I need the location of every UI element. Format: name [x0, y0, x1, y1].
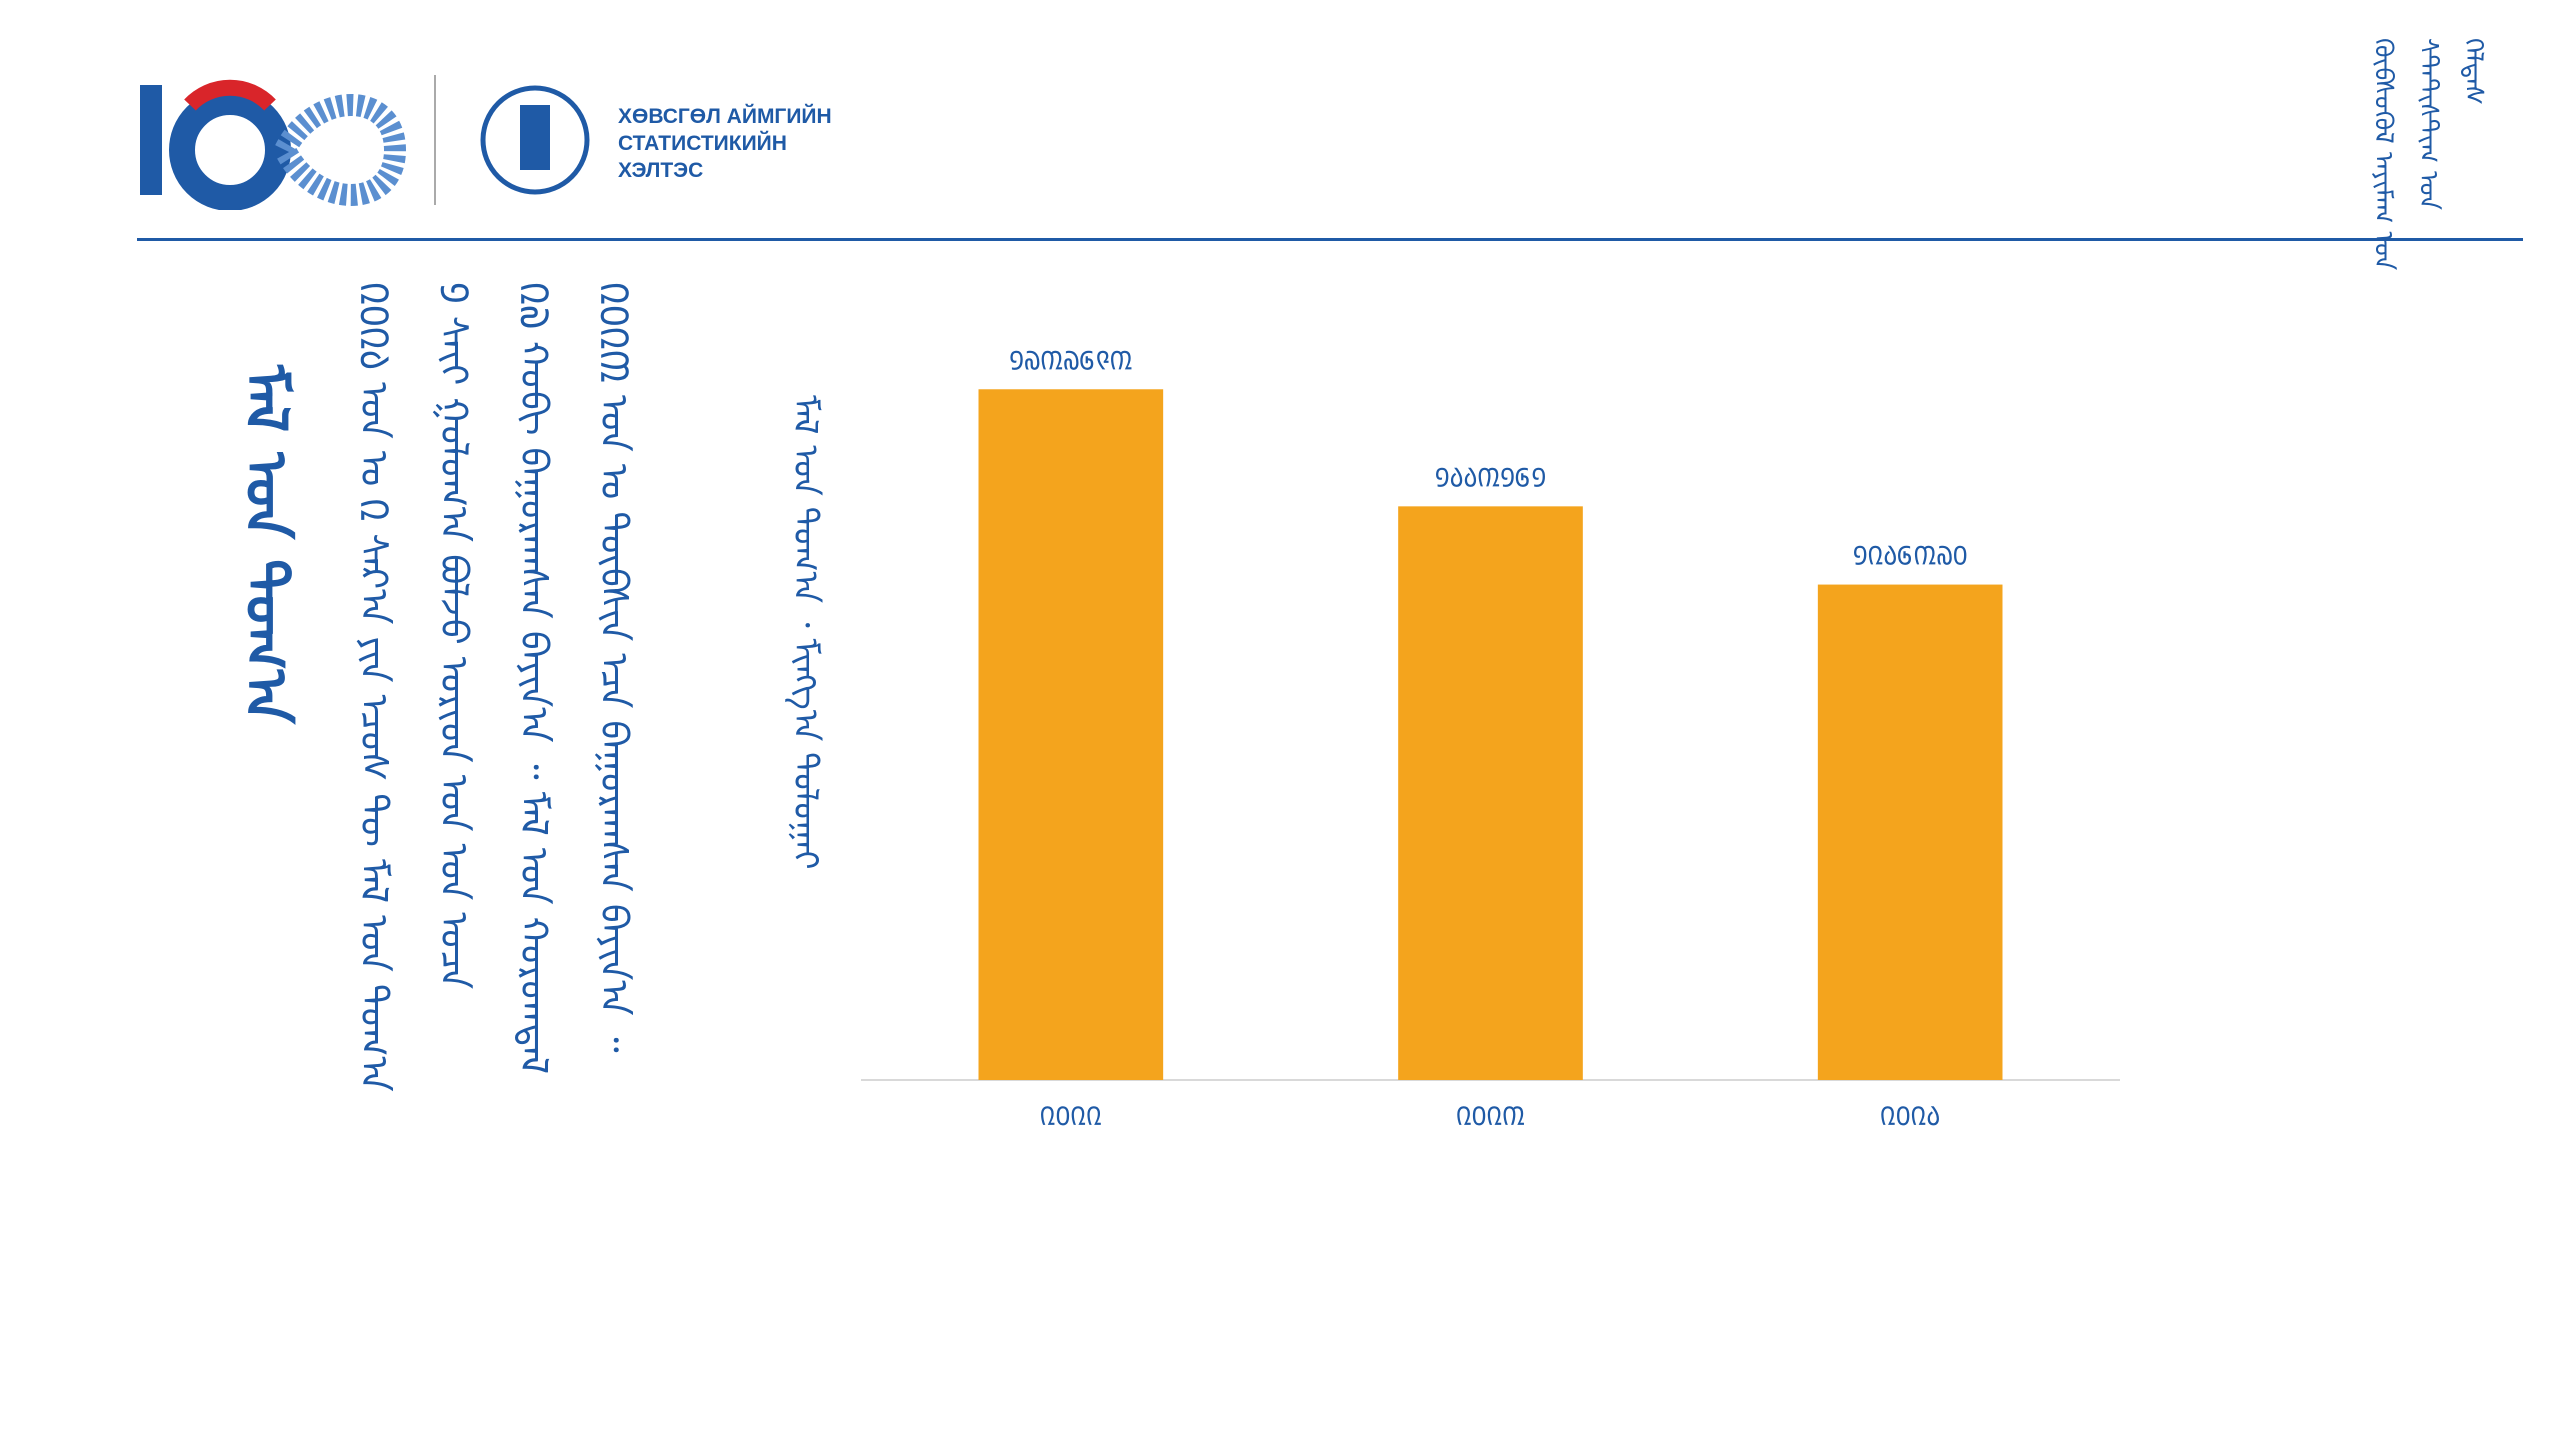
org-name: ХӨВСГӨЛ АЙМГИЙН СТАТИСТИКИЙН ХЭЛТЭС: [618, 105, 832, 182]
slide-title: ᠮᠠᠯ ᠤᠨ ᠲᠣᠭ᠎ᠠ: [232, 365, 300, 724]
x-tick-label: ᠒᠐᠒᠒: [1040, 1102, 1102, 1132]
body-text: ᠒᠐᠒᠓ ᠣᠨ ᠤ ᠲᠦᠪᠰᠢᠨ ᠡᠴᠡ ᠪᠠᠭᠤᠷᠠᠭᠰᠠᠨ ᠪᠠᠶᠢᠨ᠎ᠠ …: [592, 282, 636, 1053]
header-rule: [137, 238, 2523, 241]
data-label: ᠑᠗᠓᠗᠖᠙᠓: [1009, 346, 1132, 376]
x-tick-label: ᠒᠐᠒᠔: [1880, 1102, 1940, 1132]
x-tick-label: ᠒᠐᠒᠓: [1456, 1102, 1525, 1132]
org-mongolian: ᠬᠥᠪᠰᠦᠭᠦᠯ ᠠᠶᠢᠮᠠᠭ ᠤᠨ: [2368, 38, 2398, 271]
org-mongolian: ᠰᠲ᠋ᠠᠲ᠋ᠢᠰᠲ᠋ᠢᠭ ᠤᠨ: [2413, 38, 2443, 210]
body-text: ᠒᠗ ᠬᠤᠪᠢ ᠪᠠᠭᠤᠷᠠᠭᠰᠠᠨ ᠪᠠᠶᠢᠨ᠎ᠠ ᠃ ᠮᠠᠯ ᠤᠨ ᠬᠣᠷᠣ…: [512, 282, 556, 1075]
data-label: ᠑᠒᠔᠖᠓᠗᠐: [1853, 542, 1968, 572]
org-mongolian: ᠬᠡᠯᠲᠡᠰ: [2458, 38, 2488, 106]
bar: [1398, 506, 1583, 1080]
body-text: ᠒᠐᠒᠔ ᠣᠨ ᠤ ᠒ ᠰᠠᠷ᠎ᠠ ᠶᠢᠨ ᠡᠴᠦᠰ ᠲᠦ ᠮᠠᠯ ᠤᠨ ᠲᠣᠭ…: [352, 282, 396, 1092]
data-label: ᠑᠔᠔᠓᠑᠖᠑: [1435, 463, 1547, 493]
logo: [140, 75, 590, 210]
y-axis-label: ᠮᠠᠯ ᠤᠨ ᠲᠣᠭ᠎ᠠ ᠂ ᠮᠢᠩᠭ᠎ᠠ ᠲᠣᠯᠣᠭᠠᠢ: [785, 395, 825, 870]
body-text: ᠑ ᠰᠠᠶ᠋ᠢ ᠭᠤᠯᠤᠭ᠎ᠠ ᠪᠣᠯᠵᠤ ᠤᠷᠢᠳ ᠤᠨ ᠣᠨ ᠤᠴᠠ: [432, 282, 476, 990]
bar: [1817, 584, 2003, 1080]
bar: [978, 389, 1164, 1080]
